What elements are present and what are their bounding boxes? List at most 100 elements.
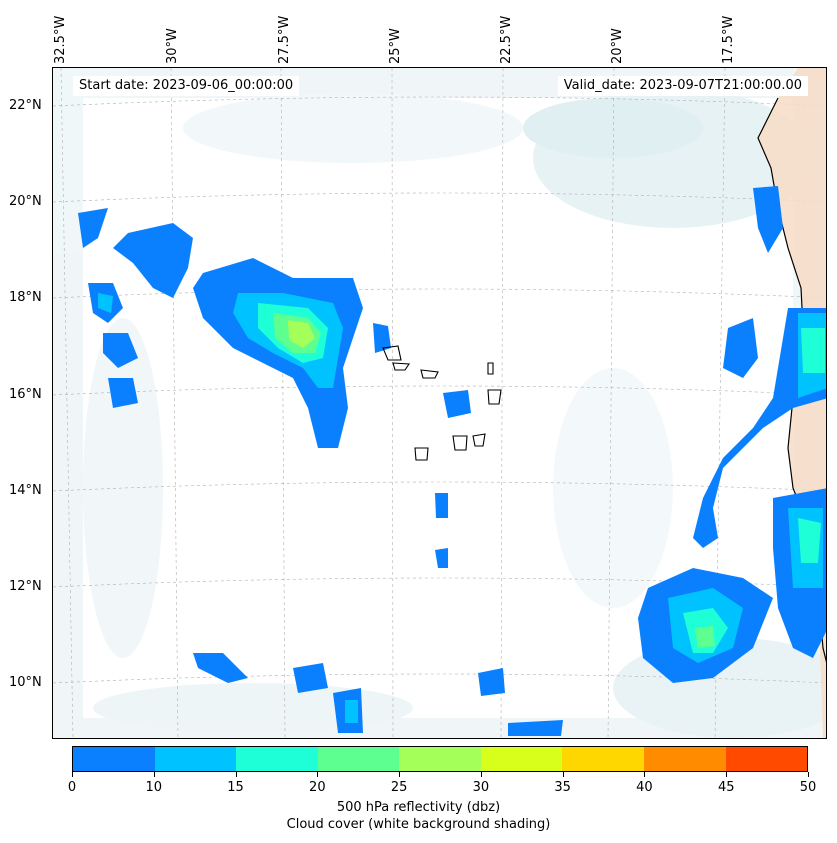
island-coastline bbox=[382, 345, 402, 361]
cloud-cover-region bbox=[553, 368, 673, 608]
colorbar-segment bbox=[725, 747, 808, 771]
colorbar-tick bbox=[644, 772, 646, 777]
cape-verde-islands bbox=[382, 345, 502, 461]
parallel-line bbox=[53, 192, 826, 203]
reflectivity-10dbz bbox=[113, 223, 193, 298]
lon-label-25w: 25°W bbox=[388, 28, 403, 64]
lat-label-14n: 14°N bbox=[9, 483, 42, 498]
reflectivity-10dbz bbox=[293, 663, 328, 693]
colorbar-tick-label: 20 bbox=[309, 780, 326, 795]
reflectivity-10dbz bbox=[373, 323, 391, 353]
lat-label-20n: 20°N bbox=[9, 194, 42, 209]
parallel-line bbox=[53, 96, 826, 107]
colorbar-segment bbox=[73, 747, 155, 771]
colorbar-tick bbox=[726, 772, 728, 777]
colorbar-tick-label: 0 bbox=[67, 780, 77, 795]
parallel-line bbox=[53, 481, 826, 492]
lon-label-17-5w: 17.5°W bbox=[721, 15, 736, 64]
reflectivity-10dbz bbox=[478, 668, 505, 696]
reflectivity-10dbz bbox=[108, 378, 138, 408]
island-coastline bbox=[414, 447, 429, 461]
colorbar-tick bbox=[317, 772, 319, 777]
meridian-line bbox=[280, 68, 286, 738]
island-coastline bbox=[487, 389, 502, 405]
reflectivity-20dbz bbox=[801, 328, 825, 373]
colorbar-label: 500 hPa reflectivity (dbz) bbox=[336, 800, 501, 815]
colorbar bbox=[72, 746, 808, 772]
reflectivity-15dbz bbox=[345, 700, 358, 723]
colorbar-tick-label: 10 bbox=[145, 780, 163, 795]
reflectivity-10dbz bbox=[723, 318, 758, 378]
colorbar-tick-label: 15 bbox=[227, 780, 244, 795]
colorbar-tick-label: 40 bbox=[636, 780, 653, 795]
africa-land bbox=[758, 68, 826, 738]
lat-label-12n: 12°N bbox=[9, 579, 42, 594]
colorbar-tick bbox=[808, 772, 809, 777]
reflectivity-10dbz bbox=[435, 548, 448, 568]
map-canvas bbox=[53, 68, 826, 738]
colorbar-segment bbox=[399, 747, 481, 771]
colorbar-segment bbox=[480, 747, 563, 771]
lon-label-20w: 20°W bbox=[610, 28, 625, 64]
lon-label-22-5w: 22.5°W bbox=[499, 15, 514, 64]
lon-label-30w: 30°W bbox=[165, 28, 180, 64]
meridian-line bbox=[60, 68, 74, 738]
reflectivity-10dbz bbox=[443, 390, 471, 418]
colorbar-tick-label: 25 bbox=[390, 780, 408, 795]
parallel-line bbox=[53, 577, 826, 588]
lat-label-22n: 22°N bbox=[9, 98, 42, 113]
reflectivity-20dbz bbox=[798, 518, 821, 563]
meridian-line bbox=[500, 68, 504, 738]
meridian-line bbox=[391, 68, 394, 738]
island-coastline bbox=[472, 433, 486, 447]
colorbar-segment bbox=[643, 747, 726, 771]
island-coastline bbox=[487, 362, 494, 375]
reflectivity-10dbz bbox=[435, 493, 448, 518]
lat-label-16n: 16°N bbox=[9, 387, 42, 402]
lon-label-32-5w: 32.5°W bbox=[53, 15, 68, 64]
colorbar-segment bbox=[562, 747, 644, 771]
parallel-line bbox=[53, 385, 826, 396]
lat-label-10n: 10°N bbox=[9, 675, 42, 690]
reflectivity-10dbz bbox=[193, 653, 248, 683]
colorbar-tick bbox=[480, 772, 482, 777]
valid-date-label: Valid_date: 2023-09-07T21:00:00.00 bbox=[557, 76, 808, 96]
colorbar-tick bbox=[562, 772, 564, 777]
colorbar-tick-label: 35 bbox=[554, 780, 571, 795]
reflectivity-layer bbox=[78, 186, 826, 736]
map-panel bbox=[52, 67, 827, 739]
colorbar-tick bbox=[235, 772, 237, 777]
colorbar-tick-label: 30 bbox=[472, 780, 490, 795]
colorbar-tick bbox=[72, 772, 73, 777]
colorbar-segment bbox=[317, 747, 400, 771]
lon-label-27-5w: 27.5°W bbox=[277, 15, 292, 64]
colorbar-sublabel: Cloud cover (white background shading) bbox=[286, 817, 551, 832]
cloud-cover-region bbox=[523, 98, 703, 158]
colorbar-tick bbox=[153, 772, 155, 777]
parallel-line bbox=[53, 288, 826, 299]
cloud-cover-region bbox=[83, 318, 163, 658]
colorbar-segment bbox=[154, 747, 237, 771]
start-date-label: Start date: 2023-09-06_00:00:00 bbox=[73, 76, 300, 96]
cloud-cover-region bbox=[183, 93, 523, 163]
reflectivity-10dbz bbox=[103, 333, 138, 368]
parallel-line bbox=[53, 673, 826, 684]
reflectivity-10dbz bbox=[693, 308, 826, 548]
reflectivity-15dbz bbox=[98, 293, 113, 313]
lat-label-18n: 18°N bbox=[9, 290, 42, 305]
reflectivity-10dbz bbox=[753, 186, 783, 253]
meridian-line bbox=[607, 68, 615, 738]
island-coastline bbox=[392, 362, 410, 371]
reflectivity-30dbz bbox=[288, 320, 315, 348]
reflectivity-10dbz bbox=[78, 208, 108, 248]
colorbar-tick-label: 45 bbox=[717, 780, 735, 795]
island-coastline bbox=[420, 369, 439, 379]
reflectivity-25dbz bbox=[695, 626, 715, 648]
meridian-line bbox=[170, 68, 179, 738]
reflectivity-10dbz bbox=[508, 720, 563, 736]
colorbar-tick-label: 50 bbox=[799, 780, 817, 795]
colorbar-tick bbox=[399, 772, 401, 777]
island-coastline bbox=[452, 435, 468, 451]
graticule bbox=[53, 68, 826, 738]
colorbar-segment bbox=[236, 747, 318, 771]
